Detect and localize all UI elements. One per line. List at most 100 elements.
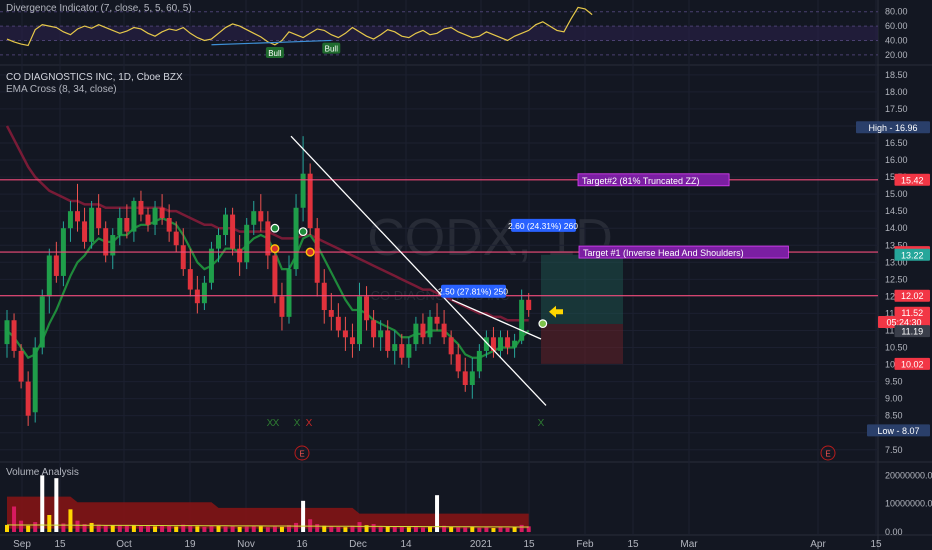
signal-x-marker: X <box>294 418 301 429</box>
volume-bar <box>26 525 31 532</box>
earnings-label: E <box>299 450 304 459</box>
ema-cross-dot-bull <box>538 319 548 329</box>
volume-average-line <box>6 524 529 528</box>
volume-bar <box>5 524 9 532</box>
volume-bar <box>512 527 517 532</box>
volume-bar <box>230 526 235 532</box>
candle-body <box>307 173 313 229</box>
volume-bar <box>167 526 172 532</box>
price-axis-label: 11.52 <box>901 308 923 318</box>
volume-bar <box>343 527 348 532</box>
earnings-marker-icon <box>820 445 836 461</box>
candle-body <box>251 211 257 225</box>
volume-bar <box>153 526 158 532</box>
bull-divergence-line <box>211 39 332 46</box>
price-y-tick: 14.50 <box>885 206 908 216</box>
price-axis-label-box <box>878 315 930 328</box>
candle-body <box>117 217 123 236</box>
x-tick-label: Sep <box>13 539 31 550</box>
x-tick-label: Oct <box>116 539 132 550</box>
candle-body <box>441 323 447 338</box>
oscillator-y-tick: 60.00 <box>885 21 908 31</box>
bull-label: Bull <box>325 45 339 54</box>
candle-body <box>364 296 370 321</box>
volume-y-tick: 20000000.00 <box>885 470 932 480</box>
volume-bar <box>399 526 404 532</box>
candle-body <box>406 344 412 358</box>
volume-bar <box>181 524 186 532</box>
candle-body <box>505 337 511 348</box>
volume-bar <box>484 527 489 532</box>
candle-body <box>96 207 102 229</box>
volume-bar <box>308 519 313 532</box>
candle-body <box>11 320 17 351</box>
volume-bar <box>89 522 94 532</box>
volume-bar <box>329 526 334 532</box>
candle-body <box>349 337 355 345</box>
volume-bar <box>435 495 440 532</box>
price-y-tick: 17.50 <box>885 104 908 114</box>
candle-body <box>448 337 454 355</box>
volume-bar <box>294 522 299 532</box>
candle-body <box>180 245 186 270</box>
candle-body <box>357 296 362 345</box>
candle-body <box>392 344 398 351</box>
x-tick-label: 15 <box>627 539 639 550</box>
candle-body <box>138 200 144 215</box>
price-y-tick: 12.50 <box>885 274 908 284</box>
candle-body <box>483 337 489 351</box>
candle-body <box>427 316 433 338</box>
measure-label-box <box>511 218 576 232</box>
volume-bar <box>251 526 256 532</box>
volume-bar <box>216 526 221 532</box>
volume-bar <box>357 522 362 532</box>
candle-body <box>272 255 278 297</box>
oscillator-y-tick: 40.00 <box>885 35 908 45</box>
volume-bar <box>287 525 291 532</box>
candle-body <box>230 214 236 249</box>
signal-x-marker: X <box>267 418 274 429</box>
target-label-box <box>577 173 730 187</box>
target-label: Target #1 (Inverse Head And Shoulders) <box>583 248 744 258</box>
candle-body <box>286 269 292 317</box>
earnings-marker-icon <box>294 445 310 461</box>
candle-body <box>258 211 264 222</box>
candle-body <box>145 214 151 225</box>
volume-bar <box>117 524 122 532</box>
price-axis-label: 15.42 <box>901 175 924 185</box>
x-tick-label: Dec <box>349 539 367 550</box>
volume-bar <box>265 527 270 532</box>
candle-body <box>216 235 221 249</box>
candle-body <box>32 347 38 413</box>
volume-bar <box>19 520 24 532</box>
descending-trendline <box>290 135 547 406</box>
volume-bar <box>519 524 524 532</box>
candle-body <box>526 299 532 311</box>
candle-body <box>201 282 207 304</box>
volume-y-tick: 10000000.00 <box>885 499 932 509</box>
volume-bar <box>237 526 242 532</box>
position-loss-zone <box>541 323 623 364</box>
oscillator-band <box>0 26 878 41</box>
volume-bar <box>103 525 108 532</box>
bull-label: Bull <box>268 49 282 58</box>
oscillator-y-tick: 80.00 <box>885 7 908 17</box>
candle-body <box>434 316 440 324</box>
volume-bar <box>350 525 355 532</box>
price-axis-label-box <box>894 248 930 261</box>
candle-body <box>39 296 45 348</box>
candle-body <box>300 173 306 208</box>
candle-body <box>194 289 200 304</box>
candle-body <box>223 214 229 236</box>
price-axis-label: 05:24:30 <box>886 317 921 327</box>
volume-bar <box>364 525 369 532</box>
candle-body <box>89 207 95 242</box>
bull-label-box <box>322 42 341 54</box>
x-tick-label: 15 <box>523 539 535 550</box>
price-y-tick: 18.00 <box>885 87 908 97</box>
candle-body <box>328 310 334 317</box>
divergence-title: Divergence Indicator (7, close, 5, 5, 60… <box>6 3 192 14</box>
candle-body <box>385 330 391 351</box>
candle-body <box>124 217 130 232</box>
